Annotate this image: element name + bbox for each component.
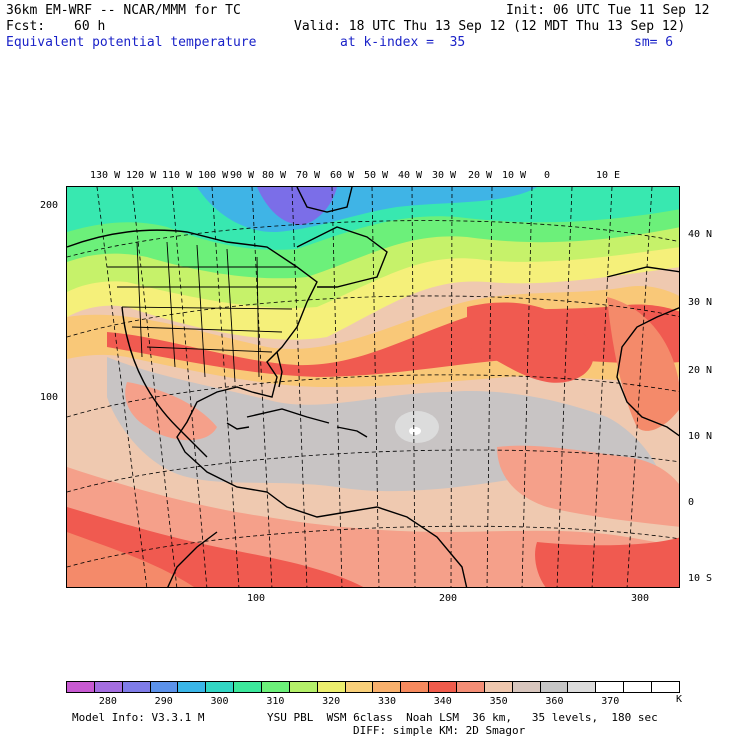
grid-label-bottom-100: 100 <box>247 593 266 604</box>
map-graphic <box>67 187 679 587</box>
colorbar-label: 280 <box>98 696 117 707</box>
colorbar-label: 350 <box>489 696 508 707</box>
smoothing: sm= 6 <box>634 35 674 50</box>
theta-e-map <box>66 186 680 588</box>
band-south-red-orange <box>67 532 194 587</box>
longitude-label: 40 W <box>398 170 423 181</box>
longitude-label: 120 W <box>126 170 157 181</box>
colorbar-swatch <box>206 682 235 692</box>
colorbar-swatch <box>317 682 346 692</box>
latitude-label: 30 N <box>688 297 713 308</box>
colorbar-label: 310 <box>266 696 285 707</box>
colorbar-swatch <box>401 682 430 692</box>
colorbar-label: 370 <box>601 696 620 707</box>
valid-time: Valid: 18 UTC Thu 13 Sep 12 (12 MDT Thu … <box>294 19 686 34</box>
tropics-white-patch <box>409 427 421 435</box>
longitude-label: 80 W <box>262 170 287 181</box>
physics-info: YSU PBL WSM 6class Noah LSM 36 km, 35 le… <box>267 711 658 724</box>
colorbar-swatch <box>652 682 679 692</box>
grid-label-bottom-300: 300 <box>631 593 650 604</box>
init-time: Init: 06 UTC Tue 11 Sep 12 <box>506 3 710 18</box>
longitude-label: 130 W <box>90 170 121 181</box>
diff-info: DIFF: simple KM: 2D Smagor <box>353 724 526 737</box>
colorbar-unit: K <box>676 694 683 705</box>
colorbar-swatch <box>512 682 541 692</box>
colorbar-swatch <box>67 682 95 692</box>
forecast-label: Fcst: <box>6 19 46 34</box>
colorbar-label: 320 <box>322 696 341 707</box>
colorbar-label: 300 <box>210 696 229 707</box>
grid-label-left-200: 200 <box>40 200 59 211</box>
colorbar-swatch <box>540 682 569 692</box>
colorbar-label: 340 <box>433 696 452 707</box>
longitude-label: 70 W <box>296 170 321 181</box>
tropics-light-patch <box>395 411 439 443</box>
colorbar-swatch <box>624 682 653 692</box>
longitude-label: 10 E <box>596 170 621 181</box>
latitude-label: 40 N <box>688 229 713 240</box>
state-borders <box>107 241 297 383</box>
colorbar-swatch <box>150 682 179 692</box>
forecast-hour: 60 h <box>74 19 106 34</box>
colorbar <box>66 681 680 693</box>
latitude-label: 20 N <box>688 365 713 376</box>
colorbar-swatch <box>289 682 318 692</box>
colorbar-swatch <box>373 682 402 692</box>
grid-label-bottom-200: 200 <box>439 593 458 604</box>
colorbar-swatch <box>568 682 597 692</box>
longitude-label: 20 W <box>468 170 493 181</box>
longitude-label: 90 W <box>230 170 255 181</box>
colorbar-label: 360 <box>545 696 564 707</box>
colorbar-swatch <box>178 682 207 692</box>
coastlines <box>67 187 679 587</box>
colorbar-label: 290 <box>154 696 173 707</box>
longitude-label: 100 W <box>198 170 229 181</box>
band-southeast-red <box>535 537 679 587</box>
colorbar-swatch <box>94 682 123 692</box>
colorbar-swatch <box>122 682 151 692</box>
longitude-label: 60 W <box>330 170 355 181</box>
colorbar-swatch <box>234 682 263 692</box>
patch-salmon-1 <box>125 382 217 441</box>
colorbar-swatch <box>596 682 625 692</box>
band-purple <box>257 187 337 225</box>
model-info: Model Info: V3.3.1 M <box>72 711 205 724</box>
longitude-label: 10 W <box>502 170 527 181</box>
k-index: at k-index = 35 <box>340 35 466 50</box>
colorbar-swatch <box>429 682 458 692</box>
colorbar-swatch <box>457 682 485 692</box>
longitude-label: 50 W <box>364 170 389 181</box>
colorbar-label: 330 <box>377 696 397 707</box>
field-name: Equivalent potential temperature <box>6 35 257 50</box>
colorbar-swatch <box>262 682 290 692</box>
latitude-label: 0 <box>688 497 695 508</box>
longitude-label: 110 W <box>162 170 193 181</box>
atlantic-red-streak <box>467 302 594 383</box>
longitude-label: 30 W <box>432 170 457 181</box>
patch-salmon-2 <box>497 445 679 527</box>
latitude-label: 10 S <box>688 573 713 584</box>
latitude-label: 10 N <box>688 431 713 442</box>
africa-orange <box>607 297 679 431</box>
model-title: 36km EM-WRF -- NCAR/MMM for TC <box>6 3 241 18</box>
colorbar-swatch <box>345 682 374 692</box>
colorbar-swatch <box>484 682 513 692</box>
graticule <box>67 187 679 587</box>
grid-label-left-100: 100 <box>40 392 59 403</box>
longitude-label: 0 <box>544 170 551 181</box>
